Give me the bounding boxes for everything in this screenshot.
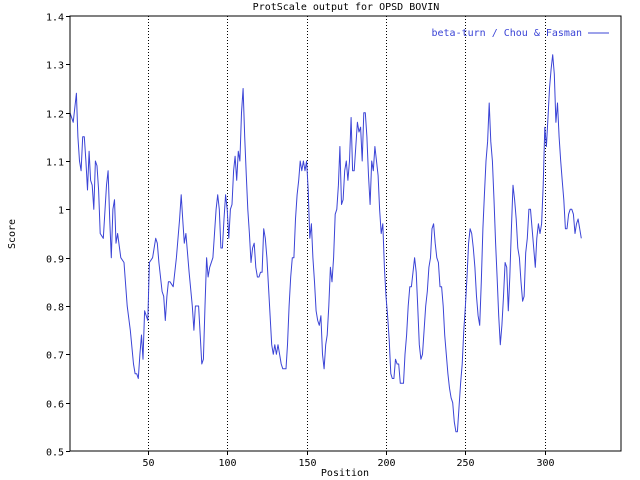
y-tick-label: 1.3 xyxy=(46,61,64,72)
y-axis-label: Score xyxy=(7,219,18,249)
y-axis-ticks: 0.5 0.6 0.7 0.8 0.9 1 1.1 1.2 1.3 1.4 xyxy=(46,13,70,459)
x-axis-label: Position xyxy=(321,468,369,479)
y-tick-label: 1.4 xyxy=(46,13,64,24)
legend: beta-turn / Chou & Fasman xyxy=(431,28,609,39)
x-tick-label: 50 xyxy=(142,458,154,469)
chart-title: ProtScale output for OPSD BOVIN xyxy=(253,2,440,13)
series-layer xyxy=(69,54,582,433)
y-tick-label: 1.2 xyxy=(46,110,64,121)
y-tick-label: 1 xyxy=(58,206,64,217)
y-tick-label: 0.8 xyxy=(46,303,64,314)
y-tick-label: 0.7 xyxy=(46,351,64,362)
legend-entry-label: beta-turn / Chou & Fasman xyxy=(431,28,582,39)
grid-lines xyxy=(148,16,546,451)
plot-area-frame xyxy=(69,15,622,452)
y-tick-label: 0.6 xyxy=(46,400,64,411)
x-axis-ticks: 50 100 150 200 250 300 xyxy=(142,451,555,469)
y-tick-label: 1.1 xyxy=(46,158,64,169)
y-tick-label: 0.9 xyxy=(46,255,64,266)
y-tick-label: 0.5 xyxy=(46,448,64,459)
x-tick-label: 150 xyxy=(298,458,316,469)
x-tick-label: 250 xyxy=(456,458,474,469)
series-line xyxy=(69,54,582,433)
x-tick-label: 100 xyxy=(218,458,236,469)
x-tick-label: 300 xyxy=(536,458,554,469)
x-tick-label: 200 xyxy=(377,458,395,469)
